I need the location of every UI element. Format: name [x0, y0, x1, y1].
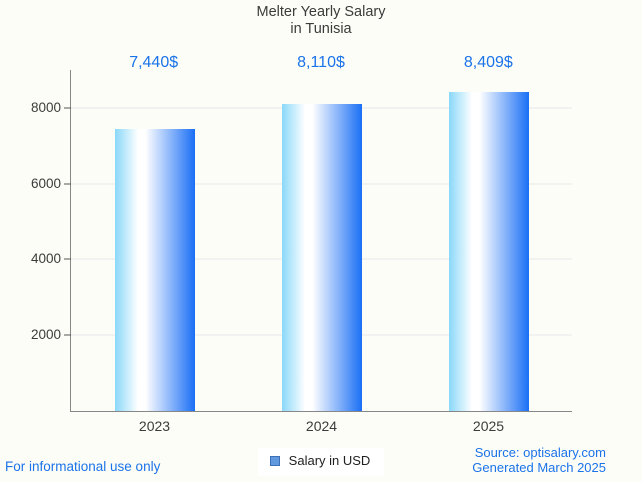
bar-2024 — [281, 103, 362, 411]
bar-value-label-2025: 8,409$ — [463, 54, 513, 71]
bar-value-label-2023: 7,440$ — [129, 54, 179, 71]
y-axis-label-6000: 6000 — [30, 175, 61, 191]
chart-title-line1: Melter Yearly Salary — [256, 4, 386, 20]
x-axis-label-2023: 2023 — [138, 418, 171, 434]
generated-line: Generated March 2025 — [472, 460, 606, 475]
bar-value-labels: 7,440$ 8,110$ 8,409$ — [70, 53, 572, 73]
y-axis-tick-2000 — [64, 334, 71, 336]
legend-swatch-icon — [269, 456, 280, 466]
plot-area: 2000 4000 6000 8000 2023 2024 2025 — [31, 70, 572, 434]
bar-value-label-2024: 8,110$ — [297, 54, 345, 71]
legend: Salary in USD — [257, 448, 385, 476]
chart-title: Melter Yearly Salary in Tunisia — [0, 4, 642, 37]
x-axis-label-2024: 2024 — [305, 418, 338, 434]
y-axis-tick-8000 — [64, 107, 71, 109]
y-axis-label-4000: 4000 — [30, 251, 61, 267]
bar-2025 — [448, 92, 529, 411]
x-axis-label-2025: 2025 — [472, 418, 505, 434]
y-axis-label-2000: 2000 — [30, 327, 61, 343]
footer-source: Source: optisalary.com Generated March 2… — [472, 445, 606, 475]
y-axis-tick-4000 — [64, 258, 71, 260]
y-axis-tick-6000 — [64, 183, 71, 185]
footer-disclaimer: For informational use only — [5, 459, 161, 474]
legend-label: Salary in USD — [288, 453, 371, 468]
source-line: Source: optisalary.com — [474, 445, 606, 460]
chart-title-line2: in Tunisia — [290, 20, 352, 37]
legend-wrap: Salary in USD — [0, 448, 642, 476]
bar-2023 — [114, 129, 195, 411]
y-axis-label-8000: 8000 — [30, 99, 61, 115]
